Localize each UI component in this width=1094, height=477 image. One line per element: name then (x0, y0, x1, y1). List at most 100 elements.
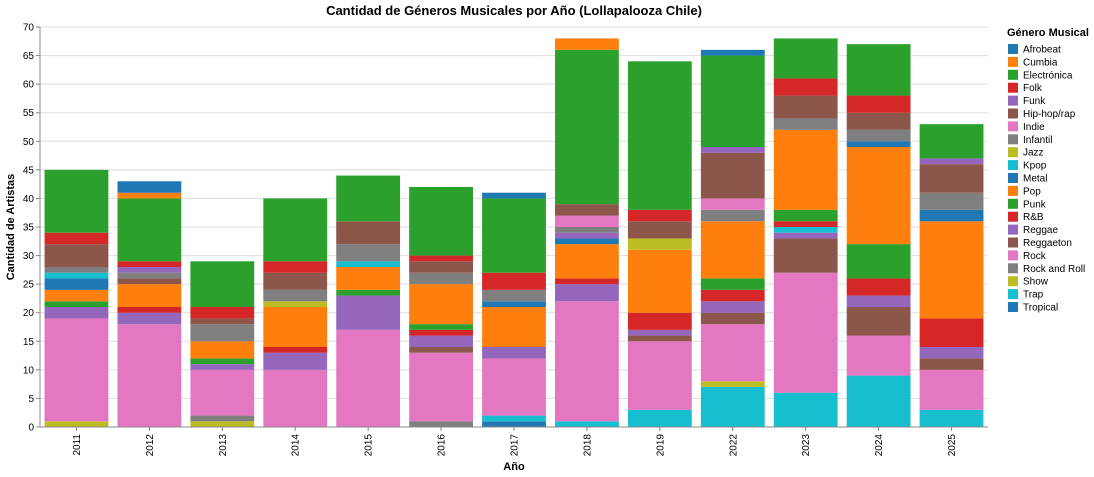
legend-label: Afrobeat (1023, 45, 1061, 56)
bar-segment (44, 307, 109, 319)
bar-segment (846, 95, 911, 113)
bar-segment (846, 278, 911, 296)
bar-segment (190, 358, 255, 365)
bar-segment (263, 307, 328, 347)
legend-label: Jazz (1023, 148, 1044, 159)
bar-segment (700, 278, 765, 290)
bar-segment (263, 347, 328, 353)
bar-segment (190, 341, 255, 359)
legend-swatch (1008, 289, 1018, 300)
bars (44, 38, 984, 427)
legend-item: Infantil (1008, 134, 1052, 146)
legend-item: Show (1008, 276, 1049, 288)
bar-segment (263, 369, 328, 427)
bar-segment (555, 421, 619, 427)
bar-segment (846, 335, 911, 376)
legend-item: Reggae (1008, 224, 1058, 236)
bar-segment (919, 369, 984, 410)
bar-segment (700, 147, 765, 153)
legend-item: Cumbia (1008, 56, 1058, 68)
x-tick-label: 2014 (291, 434, 302, 457)
legend-title: Género Musical (1007, 27, 1089, 39)
bar-segment (482, 272, 546, 290)
legend-swatch (1008, 69, 1018, 80)
bar-segment (700, 198, 765, 210)
legend-item: Kpop (1008, 160, 1047, 172)
bar-segment (117, 278, 182, 285)
bar-segment (409, 352, 473, 422)
y-tick-label: 5 (28, 394, 34, 405)
bar-segment (846, 141, 911, 147)
bar-segment (482, 301, 546, 307)
bar-segment (773, 129, 838, 210)
y-tick-label: 45 (23, 165, 35, 176)
bar-segment (919, 318, 984, 347)
bar-segment (773, 221, 838, 227)
bar-segment (117, 272, 182, 279)
bar-segment (846, 244, 911, 279)
bar-segment (117, 324, 182, 427)
bar-segment (263, 352, 328, 370)
bar-segment (700, 312, 765, 325)
bar-segment (627, 329, 692, 336)
y-tick-label: 65 (23, 51, 35, 62)
bar-segment (482, 307, 546, 347)
bar-segment (263, 301, 328, 307)
bar-segment (336, 244, 401, 262)
bar-segment (409, 329, 473, 336)
bar-segment (627, 409, 692, 427)
legend-item: Reggaeton (1008, 237, 1072, 249)
legend-swatch (1008, 160, 1018, 171)
bar-segment (44, 169, 109, 233)
bar-segment (336, 261, 401, 267)
chart-title: Cantidad de Géneros Musicales por Año (L… (326, 3, 702, 18)
bar-segment (773, 209, 838, 222)
bar-segment (482, 421, 546, 427)
bar-segment (336, 289, 401, 296)
bar-segment (44, 318, 109, 422)
bar-segment (336, 175, 401, 222)
legend-swatch (1008, 56, 1018, 67)
bar-segment (555, 278, 619, 285)
legend-item: R&B (1008, 211, 1044, 223)
bar-segment (555, 204, 619, 216)
bar-segment (190, 307, 255, 319)
bar-segment (919, 221, 984, 319)
bar-segment (555, 227, 619, 233)
bar-segment (44, 421, 109, 427)
bar-segment (482, 198, 546, 273)
bar-segment (773, 38, 838, 79)
x-tick-label: 2013 (218, 434, 229, 457)
bar-segment (773, 238, 838, 273)
legend-swatch (1008, 44, 1018, 54)
x-tick-label: 2024 (874, 434, 885, 457)
bar-segment (919, 124, 984, 159)
bar-segment (555, 38, 619, 50)
legend-swatch (1008, 108, 1018, 119)
bar-segment (627, 312, 692, 330)
legend-label: Tropical (1023, 303, 1058, 314)
legend-item: Folk (1008, 82, 1043, 94)
y-tick-label: 30 (23, 251, 35, 262)
legend-label: R&B (1023, 212, 1044, 223)
bar-segment (700, 289, 765, 302)
legend-swatch (1008, 198, 1018, 209)
bar-segment (555, 244, 619, 279)
bar-segment (700, 152, 765, 199)
legend-label: Folk (1023, 83, 1043, 94)
x-tick-label: 2015 (364, 434, 375, 457)
bar-segment (846, 147, 911, 245)
legend-label: Trap (1023, 290, 1044, 301)
legend-item: Trap (1008, 289, 1044, 301)
bar-segment (700, 387, 765, 427)
y-tick-label: 20 (23, 308, 35, 319)
bar-segment (190, 324, 255, 342)
bar-segment (409, 261, 473, 273)
x-tick-label: 2016 (437, 434, 448, 457)
legend-item: Jazz (1008, 147, 1044, 159)
legend-item: Pop (1008, 185, 1041, 197)
legend-swatch (1008, 250, 1018, 261)
bar-segment (409, 347, 473, 353)
legend-swatch (1008, 173, 1018, 183)
legend-swatch (1008, 276, 1018, 287)
